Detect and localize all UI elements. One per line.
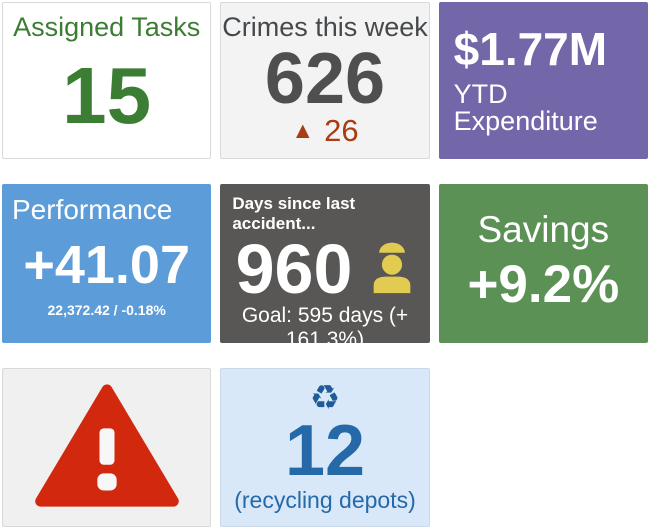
indicator-value: 960 bbox=[235, 230, 353, 308]
up-arrow-icon: ▲ bbox=[291, 117, 315, 143]
card-crimes-this-week: Crimes this week 626 ▲ 26 bbox=[220, 2, 430, 159]
card-ytd-expenditure: $1.77M YTD Expenditure bbox=[438, 2, 648, 159]
indicator-value: 15 bbox=[62, 50, 152, 140]
recycle-icon: ♻︎ bbox=[309, 379, 341, 417]
indicator-body: +41.07 22,372.42 / -0.18% bbox=[12, 226, 201, 329]
card-assigned-tasks: Assigned Tasks 15 bbox=[2, 2, 212, 159]
indicator-title: Savings bbox=[477, 208, 610, 250]
delta-value: 26 bbox=[324, 113, 359, 148]
worker-icon bbox=[370, 239, 414, 299]
indicator-detail: 22,372.42 / -0.18% bbox=[47, 301, 166, 318]
indicator-title: Crimes this week bbox=[222, 12, 428, 42]
delta-indicator: ▲ 26 bbox=[291, 115, 358, 146]
card-days-since-accident: Days since last accident... 960 Goal: 59… bbox=[220, 184, 430, 343]
indicator-value: $1.77M bbox=[453, 23, 608, 75]
indicator-value: +41.07 bbox=[23, 234, 190, 295]
indicator-value: 626 bbox=[264, 39, 386, 119]
indicator-body: 960 bbox=[232, 234, 417, 304]
goal-text: Goal: 595 days (+ 161.3%) bbox=[241, 304, 409, 343]
indicator-title: Performance bbox=[12, 194, 173, 225]
indicator-caption: (recycling depots) bbox=[234, 487, 416, 513]
warning-icon bbox=[32, 381, 182, 515]
card-warning bbox=[2, 368, 212, 527]
indicator-title: Days since last accident... bbox=[232, 194, 356, 233]
card-performance: Performance +41.07 22,372.42 / -0.18% bbox=[2, 184, 212, 343]
card-savings: Savings +9.2% bbox=[438, 184, 648, 343]
indicator-title: Assigned Tasks bbox=[13, 12, 201, 42]
indicator-label: YTD Expenditure bbox=[453, 79, 598, 136]
indicator-value: 12 bbox=[284, 411, 366, 491]
card-recycling: ♻︎ 12 (recycling depots) bbox=[220, 368, 430, 527]
indicator-value: +9.2% bbox=[467, 254, 620, 314]
